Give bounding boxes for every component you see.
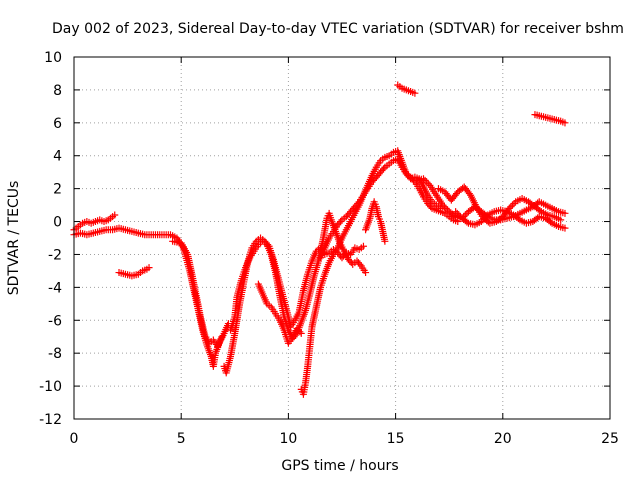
interp-point (427, 203, 435, 211)
x-tick-label: 0 (70, 431, 79, 447)
y-tick-label: -12 (39, 412, 62, 428)
interp-point (482, 213, 490, 221)
series-arc-16 (531, 111, 569, 127)
x-tick-label: 5 (177, 431, 186, 447)
data-point (145, 264, 153, 272)
data-point (557, 216, 565, 224)
y-tick-label: 8 (53, 83, 62, 99)
y-axis-label: SDTVAR / TECUs (6, 181, 22, 296)
data-point (359, 242, 367, 250)
data-point (362, 269, 370, 277)
interp-point (455, 211, 463, 219)
series-arc-5 (169, 237, 226, 351)
interp-point (354, 199, 362, 207)
series-arc-15 (452, 206, 569, 232)
y-tick-label: 0 (53, 215, 62, 231)
y-tick-label: -6 (48, 313, 62, 329)
y-tick-label: -2 (48, 247, 62, 263)
series-arc-12 (394, 81, 419, 97)
data-point (297, 329, 305, 337)
data-point (561, 209, 569, 217)
series-arc-2 (70, 224, 172, 239)
data-point (218, 333, 226, 341)
interp-point (508, 201, 516, 209)
x-tick-label: 15 (387, 431, 405, 447)
series-arc-3 (115, 264, 153, 280)
interp-point (534, 214, 542, 222)
interp-point (440, 203, 448, 211)
x-tick-label: 20 (494, 431, 512, 447)
interp-point (463, 218, 471, 226)
interp-point (423, 178, 431, 186)
y-tick-label: -10 (39, 379, 62, 395)
interp-point (481, 214, 489, 222)
y-tick-label: 10 (44, 50, 62, 66)
marks-layer (70, 81, 569, 398)
series-arc-4 (166, 231, 232, 370)
data-point (561, 119, 569, 127)
x-tick-label: 25 (601, 431, 619, 447)
interp-point (296, 328, 304, 336)
interp-point (356, 260, 364, 268)
data-point (561, 224, 569, 232)
ticks-layer: 0 5 10 15 20 25 -12 -10 -8 -6 -4 -2 0 2 4 6 8 10 (39, 50, 619, 447)
interp-point (424, 180, 432, 188)
x-axis-label: GPS time / hours (281, 458, 398, 474)
interp-point (421, 176, 429, 184)
data-point (411, 89, 419, 97)
interp-point (510, 199, 518, 207)
interp-point (479, 216, 487, 224)
series-arc-7 (227, 209, 370, 342)
plot-frame (73, 56, 611, 420)
chart-title: Day 002 of 2023, Sidereal Day-to-day VTE… (52, 21, 624, 37)
y-tick-label: 2 (53, 182, 62, 198)
series-arc-1 (70, 211, 119, 234)
series-arc-8 (254, 280, 305, 347)
data-point (452, 208, 460, 216)
interp-point (453, 209, 461, 217)
series-arc-14 (434, 183, 565, 227)
y-tick-label: 6 (53, 116, 62, 132)
interp-point (337, 218, 345, 226)
data-point (419, 175, 427, 183)
interp-point (379, 165, 387, 173)
x-tick-label: 10 (279, 431, 297, 447)
interp-point (547, 218, 555, 226)
data-point (111, 211, 119, 219)
data-point (477, 218, 485, 226)
y-tick-label: -8 (48, 346, 62, 362)
interp-point (465, 190, 473, 198)
y-tick-label: 4 (53, 149, 62, 165)
interp-point (442, 204, 450, 212)
interp-point (484, 218, 492, 226)
data-point (439, 201, 447, 209)
interp-point (507, 203, 515, 211)
data-point (381, 237, 389, 245)
interp-point (514, 215, 522, 223)
y-tick-label: -4 (48, 280, 62, 296)
interp-point (536, 206, 544, 214)
series-arc-11 (362, 198, 389, 245)
